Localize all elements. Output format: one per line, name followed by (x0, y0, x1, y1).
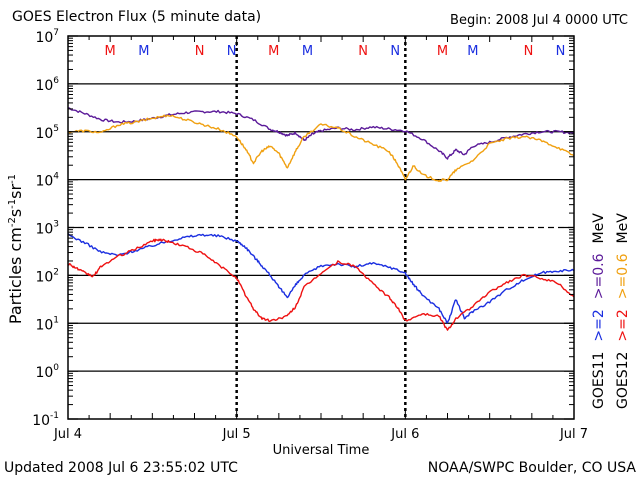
y-tick-label: 107 (35, 28, 59, 46)
y-tick-label: 10-1 (32, 411, 59, 429)
y-tick-label: 100 (35, 363, 59, 381)
local-noon-marker: N (524, 44, 534, 59)
y-axis-ticks: 10-1 100 101 102 103 104 105 106 107 (32, 28, 574, 429)
local-noon-marker: M (437, 44, 448, 59)
midnight-markers (235, 36, 407, 419)
x-tick-label: Jul 4 (53, 427, 82, 442)
local-noon-marker: N (227, 44, 237, 59)
series-line (67, 114, 575, 183)
updated-time: Updated 2008 Jul 6 23:55:02 UTC (4, 460, 238, 476)
series-line (67, 238, 575, 331)
x-tick-label: Jul 7 (559, 427, 588, 442)
y-tick-label: 106 (35, 76, 59, 94)
local-noon-marker: M (105, 44, 116, 59)
local-noon-marker: N (195, 44, 205, 59)
local-noon-marker: M (467, 44, 478, 59)
series-line (67, 233, 575, 324)
gridlines (68, 83, 574, 372)
x-tick-label: Jul 6 (390, 427, 419, 442)
series-line (67, 107, 575, 160)
y-tick-label: 105 (35, 124, 59, 142)
chart-title: GOES Electron Flux (5 minute data) (12, 9, 262, 25)
local-noon-marker: M (302, 44, 313, 59)
y-tick-label: 102 (35, 267, 59, 285)
local-noon-marker: M (268, 44, 279, 59)
y-tick-label: 104 (35, 172, 59, 190)
legend-goes12: GOES12>=2>=0.6MeV (615, 213, 631, 409)
y-tick-label: 103 (35, 220, 59, 238)
local-noon-marker: M (138, 44, 149, 59)
y-tick-label: 101 (35, 315, 59, 333)
y-axis-label: Particles cm-2s-1sr-1 (6, 174, 25, 324)
local-noon-marker: N (390, 44, 400, 59)
x-tick-label: Jul 5 (222, 427, 251, 442)
x-axis-label: Universal Time (273, 443, 370, 458)
local-noon-marker: N (556, 44, 566, 59)
credit: NOAA/SWPC Boulder, CO USA (427, 460, 636, 476)
local-noon-marker: N (358, 44, 368, 59)
begin-time: Begin: 2008 Jul 4 0000 UTC (450, 13, 628, 28)
series-lines (67, 107, 575, 331)
x-axis-ticks: Jul 4 Jul 5 Jul 6 Jul 7 (53, 36, 588, 442)
legend-goes11: GOES11>=2>=0.6MeV (591, 213, 607, 409)
